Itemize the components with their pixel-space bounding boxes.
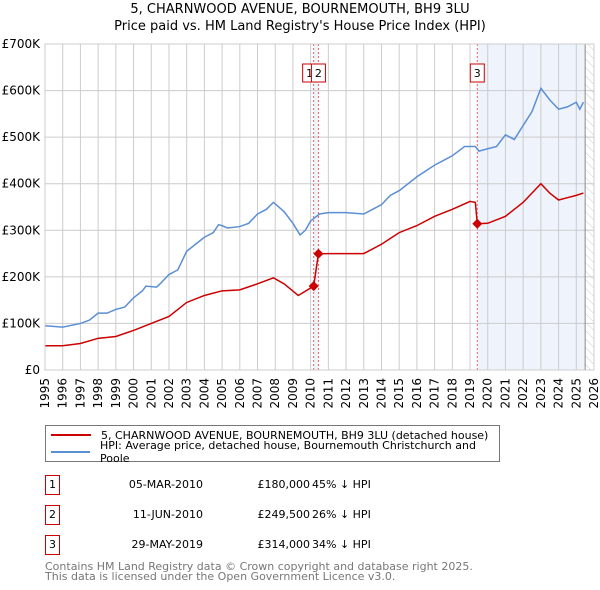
x-tick-label: 2002 <box>162 378 176 409</box>
y-tick-label: £400K <box>2 177 42 191</box>
y-tick-label: £300K <box>2 223 42 237</box>
x-tick-label: 2015 <box>392 378 406 409</box>
x-tick-label: 2026 <box>587 378 600 409</box>
sale-interval-shading <box>313 44 319 370</box>
legend-label: 5, CHARNWOOD AVENUE, BOURNEMOUTH, BH9 3L… <box>101 428 489 442</box>
post-sale-shading <box>477 44 586 370</box>
footer-copyright: Contains HM Land Registry data © Crown c… <box>45 560 473 573</box>
chart-svg: 1995 1996 1997 1998 1999 2000 2001 2002 2003 2004… <box>2 37 600 409</box>
sale-price: £180,000 <box>257 478 311 491</box>
sale-price: £314,000 <box>257 538 311 551</box>
x-tick-label: 2022 <box>516 378 530 409</box>
x-tick-label: 2008 <box>268 378 282 409</box>
sale-date: 29-MAY-2019 <box>131 538 203 551</box>
y-tick-label: £0 <box>25 363 40 377</box>
sale-price: £249,500 <box>257 508 311 521</box>
x-tick-label: 2023 <box>534 378 548 409</box>
x-tick-label: 2020 <box>481 378 495 409</box>
x-tick-label: 2018 <box>445 378 459 409</box>
sale-point <box>313 248 324 259</box>
sale-marker: 1 <box>45 475 60 495</box>
chart-title: 5, CHARNWOOD AVENUE, BOURNEMOUTH, BH9 3L… <box>130 2 470 17</box>
sale-point <box>472 218 483 229</box>
x-tick-label: 2019 <box>463 378 477 409</box>
x-tick-label: 2007 <box>251 378 265 409</box>
x-tick-label: 2017 <box>428 378 442 409</box>
table-row: 3 29-MAY-2019 £314,000 34% ↓ HPI <box>45 535 445 555</box>
y-tick-label: £500K <box>2 130 42 144</box>
sale-label: 2 <box>315 67 322 80</box>
x-tick-label: 2016 <box>410 378 424 409</box>
table-row: 2 11-JUN-2010 £249,500 26% ↓ HPI <box>45 505 445 525</box>
sale-hpi: 34% ↓ HPI <box>312 538 371 551</box>
x-tick-label: 2005 <box>215 378 229 409</box>
sale-marker: 3 <box>45 535 60 555</box>
sale-hpi: 26% ↓ HPI <box>312 508 371 521</box>
legend-item-hpi: HPI: Average price, detached house, Bour… <box>46 439 499 465</box>
sale-label: 1 <box>306 67 313 80</box>
x-tick-label: 1999 <box>109 378 123 409</box>
sale-label: 3 <box>474 67 481 80</box>
x-tick-label: 2014 <box>374 378 388 409</box>
y-tick-label: £700K <box>2 37 42 51</box>
series-line <box>44 86 585 328</box>
x-tick-label: 2006 <box>233 378 247 409</box>
sale-hpi: 45% ↓ HPI <box>312 478 371 491</box>
legend: 5, CHARNWOOD AVENUE, BOURNEMOUTH, BH9 3L… <box>45 425 500 465</box>
x-tick-label: 2003 <box>180 378 194 409</box>
x-tick-label: 2013 <box>357 378 371 409</box>
x-tick-label: 2001 <box>144 378 158 409</box>
x-tick-label: 2010 <box>304 378 318 409</box>
legend-swatch-blue <box>51 451 91 453</box>
x-tick-label: 1995 <box>38 378 52 409</box>
chart-subtitle: Price paid vs. HM Land Registry's House … <box>114 19 486 34</box>
plot-border <box>44 43 595 371</box>
x-tick-label: 1997 <box>73 378 87 409</box>
legend-item-property: 5, CHARNWOOD AVENUE, BOURNEMOUTH, BH9 3L… <box>46 427 488 443</box>
x-tick-label: 2025 <box>569 378 583 409</box>
series-line <box>45 182 584 347</box>
sale-date: 11-JUN-2010 <box>132 508 203 521</box>
table-row: 1 05-MAR-2010 £180,000 45% ↓ HPI <box>45 475 445 495</box>
x-tick-label: 1998 <box>91 378 105 409</box>
x-tick-label: 2004 <box>197 378 211 409</box>
sale-date: 05-MAR-2010 <box>128 478 203 491</box>
footer-licence: This data is licensed under the Open Gov… <box>45 570 396 583</box>
sale-point <box>308 281 319 292</box>
sale-label-box <box>469 63 485 83</box>
x-tick-label: 2000 <box>127 378 141 409</box>
x-tick-label: 1996 <box>56 378 70 409</box>
sale-label-box <box>310 63 326 83</box>
sale-marker: 2 <box>45 505 60 525</box>
legend-label: HPI: Average price, detached house, Bour… <box>100 439 476 465</box>
forecast-hatch <box>585 44 594 370</box>
y-tick-label: £100K <box>2 316 42 330</box>
y-tick-label: £200K <box>2 270 42 284</box>
x-tick-label: 2009 <box>286 378 300 409</box>
x-tick-label: 2024 <box>552 378 566 409</box>
x-tick-label: 2021 <box>498 378 512 409</box>
x-tick-label: 2012 <box>339 378 353 409</box>
legend-swatch-red <box>51 434 91 436</box>
y-tick-label: £600K <box>2 84 42 98</box>
x-tick-label: 2011 <box>321 378 335 409</box>
